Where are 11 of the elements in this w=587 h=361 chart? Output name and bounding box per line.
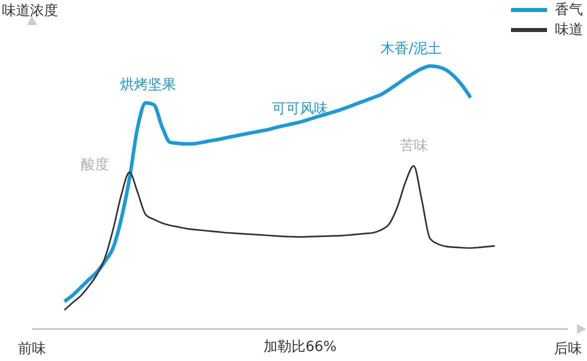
legend-label: 香气 <box>555 1 583 19</box>
y-axis-title: 味道浓度 <box>2 3 58 19</box>
annotation: 酸度 <box>81 157 109 173</box>
text: 木香/泥土 <box>380 41 442 57</box>
x-axis-title: 加勒比66% <box>263 339 337 355</box>
annotation: 可可风味 <box>272 101 328 117</box>
legend-label: 味道 <box>555 21 583 39</box>
x-tick-label: 前味 <box>18 340 46 357</box>
annotation: 烘烤坚果 <box>120 77 176 93</box>
x-tick-label: 后味 <box>554 340 582 357</box>
annotation: 苦味 <box>400 138 428 154</box>
